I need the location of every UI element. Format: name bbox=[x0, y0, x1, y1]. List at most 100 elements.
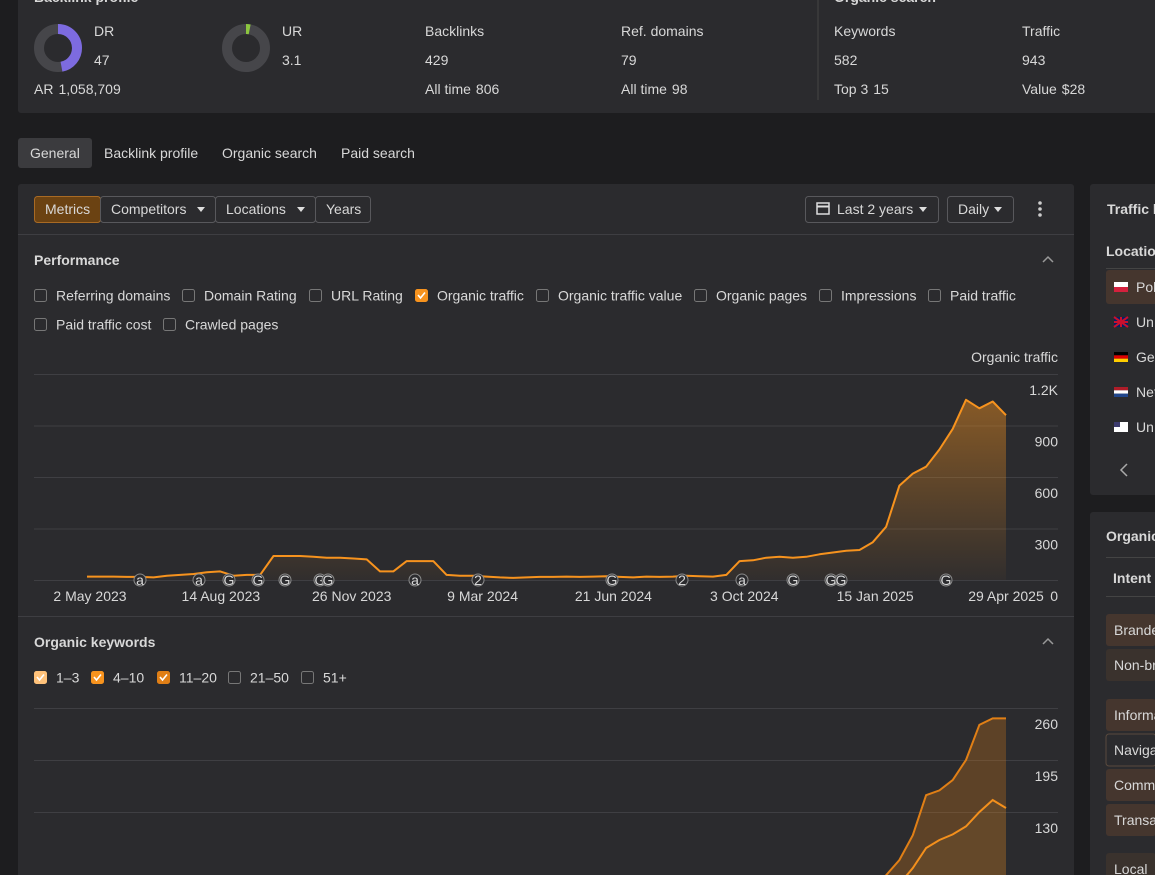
tab[interactable]: Organic search bbox=[222, 145, 317, 161]
checkbox-label[interactable]: Paid traffic cost bbox=[56, 317, 152, 333]
tab[interactable]: Paid search bbox=[341, 145, 415, 161]
annotation-marker[interactable] bbox=[408, 573, 422, 587]
panel-title: Traffic l bbox=[1107, 201, 1155, 217]
x-tick-label: 15 Jan 2025 bbox=[837, 588, 914, 604]
checkbox-label[interactable]: Organic traffic bbox=[437, 288, 524, 304]
checkbox-label[interactable]: Referring domains bbox=[56, 288, 170, 304]
checkbox[interactable] bbox=[34, 289, 47, 302]
section-title: Organic keywords bbox=[34, 634, 156, 650]
metric-sub-label: All time bbox=[621, 81, 667, 97]
tab[interactable]: General bbox=[30, 145, 80, 161]
annotation-marker[interactable] bbox=[675, 573, 689, 587]
annotation-marker[interactable] bbox=[605, 573, 619, 587]
checkbox[interactable] bbox=[163, 318, 176, 331]
annotation-marker[interactable] bbox=[133, 573, 147, 587]
annotation-marker[interactable] bbox=[278, 573, 292, 587]
flag bbox=[1114, 390, 1128, 394]
metric-value: 79 bbox=[621, 52, 637, 68]
checkbox[interactable] bbox=[182, 289, 195, 302]
checkbox-label[interactable]: Paid traffic bbox=[950, 288, 1016, 304]
checkbox-label[interactable]: Domain Rating bbox=[204, 288, 297, 304]
toolbar-button[interactable] bbox=[315, 196, 371, 223]
annotation-marker[interactable] bbox=[222, 573, 236, 587]
flag bbox=[1114, 422, 1128, 432]
section-title: Performance bbox=[34, 252, 120, 268]
checkbox[interactable] bbox=[309, 289, 322, 302]
interval-button[interactable] bbox=[947, 196, 1014, 223]
annotation-marker[interactable] bbox=[834, 573, 848, 587]
checkbox-label[interactable]: URL Rating bbox=[331, 288, 403, 304]
row-bar bbox=[1106, 649, 1155, 681]
section-title: Backlink profile bbox=[34, 0, 138, 5]
location-name: Net bbox=[1136, 384, 1155, 400]
period-button[interactable] bbox=[805, 196, 939, 223]
metric-value: 943 bbox=[1022, 52, 1046, 68]
annotation-marker[interactable] bbox=[939, 573, 953, 587]
annotation-letter: G bbox=[826, 572, 837, 588]
checkbox-label[interactable]: 21–50 bbox=[250, 670, 289, 686]
checkbox[interactable] bbox=[928, 289, 941, 302]
location-name: Ge bbox=[1136, 349, 1155, 365]
annotation-letter: G bbox=[607, 572, 618, 588]
checkbox[interactable] bbox=[301, 671, 314, 684]
y-tick-label: 600 bbox=[1035, 485, 1059, 501]
checkbox-label[interactable]: 4–10 bbox=[113, 670, 144, 686]
annotation-marker[interactable] bbox=[192, 573, 206, 587]
collapse-chevron[interactable] bbox=[1042, 637, 1054, 645]
caret bbox=[197, 207, 205, 212]
annotation-marker[interactable] bbox=[251, 573, 265, 587]
checkbox-label[interactable]: Organic pages bbox=[716, 288, 807, 304]
collapse-chevron[interactable] bbox=[1042, 255, 1054, 263]
checkbox[interactable] bbox=[819, 289, 832, 302]
checkbox[interactable] bbox=[91, 671, 104, 684]
checkbox[interactable] bbox=[34, 671, 47, 684]
section-title: Organic search bbox=[834, 0, 936, 5]
annotation-marker[interactable] bbox=[321, 573, 335, 587]
kebab-dot bbox=[1038, 201, 1042, 205]
checkbox[interactable] bbox=[536, 289, 549, 302]
checkbox[interactable] bbox=[157, 671, 170, 684]
checkmark bbox=[159, 673, 168, 682]
checkbox-label[interactable]: 1–3 bbox=[56, 670, 80, 686]
y-tick-label: 300 bbox=[1035, 537, 1059, 553]
x-tick-label: 3 Oct 2024 bbox=[710, 588, 779, 604]
checkbox[interactable] bbox=[694, 289, 707, 302]
flag bbox=[1114, 387, 1128, 391]
location-name: Un bbox=[1136, 419, 1154, 435]
x-tick-label: 21 Jun 2024 bbox=[575, 588, 652, 604]
x-tick-label: 9 Mar 2024 bbox=[447, 588, 518, 604]
intent-row: Naviga bbox=[1114, 742, 1155, 758]
checkbox-label[interactable]: Crawled pages bbox=[185, 317, 278, 333]
checkbox-label[interactable]: Organic traffic value bbox=[558, 288, 682, 304]
checkbox-label[interactable]: 51+ bbox=[323, 670, 347, 686]
y-tick-label: 1.2K bbox=[1029, 382, 1058, 398]
chart-panel bbox=[18, 184, 1074, 875]
side-panel bbox=[1090, 184, 1155, 495]
interval-label: Daily bbox=[958, 201, 989, 217]
checkbox[interactable] bbox=[34, 318, 47, 331]
flag bbox=[1114, 282, 1128, 287]
toolbar-label: Years bbox=[326, 201, 361, 217]
annotation-letter: G bbox=[315, 572, 326, 588]
annotation-marker[interactable] bbox=[735, 573, 749, 587]
checkmark bbox=[417, 291, 426, 300]
tab[interactable]: Backlink profile bbox=[104, 145, 198, 161]
toolbar-label: Competitors bbox=[111, 201, 186, 217]
metric-sub-value[interactable]: 15 bbox=[873, 81, 889, 97]
pager-prev[interactable] bbox=[1119, 463, 1128, 477]
flag bbox=[1114, 355, 1128, 359]
metric-sub-value[interactable]: 1,058,709 bbox=[58, 81, 120, 97]
metric-value: 429 bbox=[425, 52, 449, 68]
flag bbox=[1114, 358, 1128, 362]
flag bbox=[1113, 316, 1129, 328]
flag bbox=[1114, 422, 1120, 427]
annotation-letter: a bbox=[411, 572, 419, 588]
annotation-marker[interactable] bbox=[786, 573, 800, 587]
checkbox[interactable] bbox=[415, 289, 428, 302]
annotation-marker[interactable] bbox=[471, 573, 485, 587]
checkbox-label[interactable]: Impressions bbox=[841, 288, 916, 304]
checkbox-label[interactable]: 11–20 bbox=[179, 670, 217, 686]
intent-row: Non-br bbox=[1114, 657, 1155, 673]
annotation-letter: 2 bbox=[678, 572, 686, 588]
checkbox[interactable] bbox=[228, 671, 241, 684]
